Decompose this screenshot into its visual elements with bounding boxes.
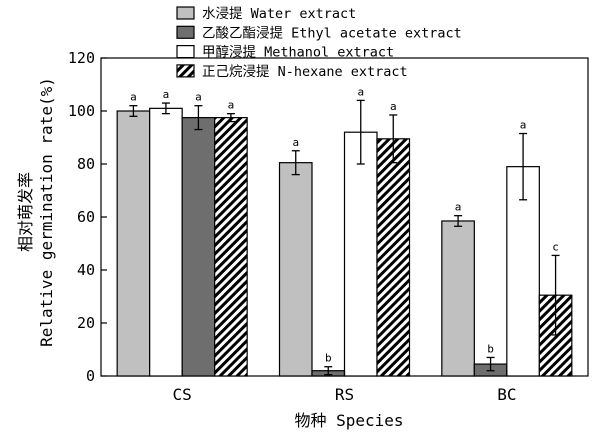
bar-cs-s3 <box>214 117 248 377</box>
y-tick-label: 0 <box>86 367 95 385</box>
bar-cs-s2 <box>149 107 183 377</box>
significance-label: a <box>357 85 364 98</box>
bar-bc-s0 <box>441 220 475 377</box>
significance-label: a <box>163 88 170 101</box>
significance-label: a <box>390 100 397 113</box>
x-tick-label-rs: RS <box>335 385 354 404</box>
y-tick-label: 120 <box>68 49 95 67</box>
y-tick-label: 60 <box>77 208 95 226</box>
x-tick-label-cs: CS <box>173 385 192 404</box>
legend-label-3: 正己烷浸提 N-hexane extract <box>202 64 408 80</box>
bar-rs-s2 <box>343 131 378 377</box>
bar-cs-s0 <box>116 110 151 377</box>
legend-swatch-0 <box>176 6 195 20</box>
bar-rs-s3 <box>376 138 411 377</box>
x-tick-label-bc: BC <box>497 385 516 404</box>
x-axis-label: 物种 Species <box>294 411 403 430</box>
plot-area: a a a a a b a a a b a c <box>100 57 589 377</box>
significance-label: a <box>292 136 299 149</box>
significance-label: a <box>455 201 462 214</box>
legend-label-1: 乙酸乙酯浸提 Ethyl acetate extract <box>202 25 462 41</box>
y-tick-label: 20 <box>77 314 95 332</box>
significance-label: a <box>228 99 235 112</box>
bar-cs-s1 <box>181 117 216 377</box>
significance-label: a <box>130 91 137 104</box>
y-tick-label: 80 <box>77 155 95 173</box>
bar-bc-s2 <box>506 166 540 377</box>
legend-label-2: 甲醇浸提 Methanol extract <box>202 44 394 61</box>
legend-swatch-2 <box>176 44 195 59</box>
y-tick-label: 40 <box>77 261 95 279</box>
legend-label-0: 水浸提 Water extract <box>202 6 356 22</box>
legend: 水浸提 Water extract 乙酸乙酯浸提 Ethyl acetate ex… <box>176 6 462 80</box>
legend-swatch-3 <box>176 64 195 78</box>
significance-label: a <box>195 91 202 104</box>
significance-label: c <box>552 240 559 253</box>
significance-label: b <box>487 342 494 355</box>
y-tick-label: 100 <box>68 102 95 120</box>
y-axis-label-en: Relative germination rate(%) <box>37 77 56 347</box>
legend-swatch-1 <box>176 25 195 39</box>
y-axis: 0 20 40 60 80 100 120 <box>68 49 107 385</box>
bar-rs-s0 <box>278 162 313 377</box>
significance-label: b <box>325 352 332 365</box>
x-axis: CS RS BC <box>173 370 516 404</box>
y-axis-label-cn: 相对萌发率 <box>16 172 35 252</box>
significance-label: a <box>520 119 527 132</box>
